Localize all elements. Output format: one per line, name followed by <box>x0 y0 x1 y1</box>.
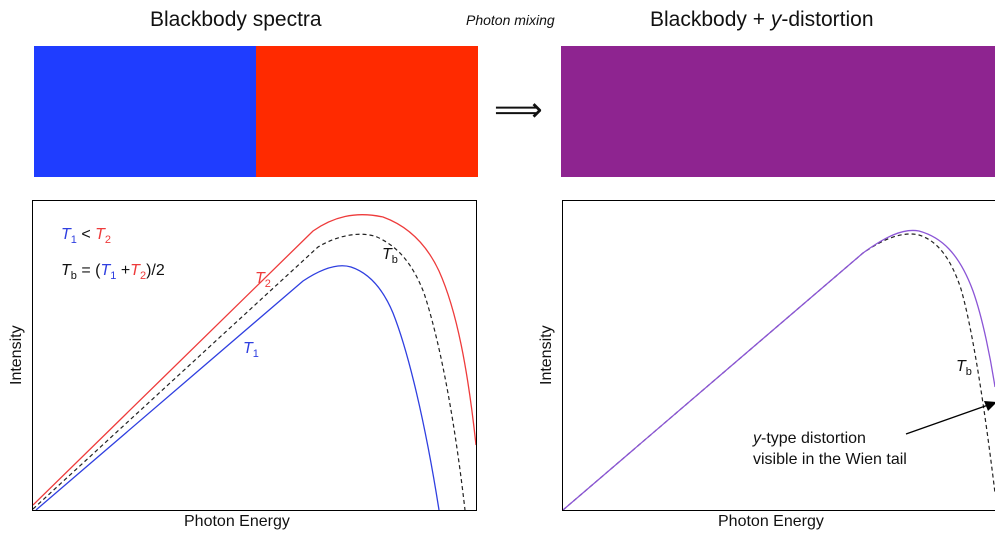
annotation-line-1: y-type distortion <box>752 430 866 447</box>
t2-curve-label: T2 <box>255 270 271 290</box>
annotation-line-2: visible in the Wien tail <box>753 451 907 468</box>
photon-mixing-label: Photon mixing <box>466 12 555 28</box>
mixed-spectrum-swatch <box>561 46 995 177</box>
right-title-suffix: -distortion <box>781 8 874 31</box>
left-plot-frame: T1 < T2 Tb = (T1 +T2)/2 T2 Tb T1 <box>32 200 477 511</box>
legend-line-2: Tb = (T1 +T2)/2 <box>61 262 165 282</box>
right-title-prefix: Blackbody + <box>650 8 771 31</box>
right-y-axis-label: Intensity <box>538 325 555 385</box>
right-title-y: y <box>770 8 782 31</box>
hot-blackbody-swatch <box>256 46 478 177</box>
right-title: Blackbody + y-distortion <box>650 8 874 32</box>
t1-curve-label: T1 <box>243 340 259 360</box>
right-plot: Tb y-type distortion visible in the Wien… <box>563 229 995 510</box>
right-plot-frame: Tb y-type distortion visible in the Wien… <box>562 200 995 511</box>
annotation-arrowhead <box>984 401 995 411</box>
left-title: Blackbody spectra <box>150 8 322 31</box>
right-tb-label: Tb <box>956 358 972 378</box>
mixing-arrow: ⟹ <box>494 91 543 129</box>
left-x-axis-label: Photon Energy <box>184 513 290 530</box>
left-plot: T1 < T2 Tb = (T1 +T2)/2 T2 Tb T1 <box>33 214 476 510</box>
tb-curve-label: Tb <box>382 246 398 266</box>
legend-line-1: T1 < T2 <box>61 226 111 246</box>
tb-reference-curve <box>563 233 995 510</box>
t1-curve <box>35 265 440 510</box>
cold-blackbody-swatch <box>34 46 256 177</box>
right-x-axis-label: Photon Energy <box>718 513 824 530</box>
distorted-spectrum-curve <box>563 229 995 510</box>
t2-curve <box>33 214 476 506</box>
left-y-axis-label: Intensity <box>8 325 25 385</box>
annotation-arrow-line <box>905 403 992 435</box>
